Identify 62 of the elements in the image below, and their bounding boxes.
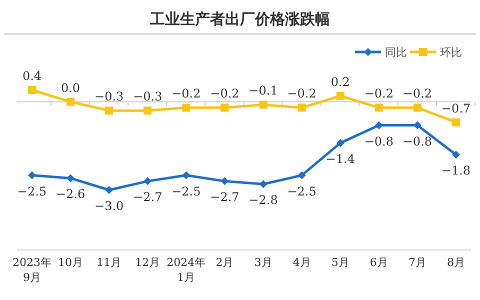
point: [259, 100, 268, 109]
legend-label: 同比: [385, 46, 407, 59]
point: [144, 177, 152, 186]
point: [259, 180, 268, 188]
point: [144, 106, 152, 115]
x-tick-label: 6月: [370, 256, 388, 269]
point: [452, 118, 460, 126]
x-tick-label: 10月: [58, 256, 84, 269]
data-label: −1.8: [441, 164, 471, 178]
data-label: 0.0: [61, 80, 80, 95]
data-label: −0.3: [133, 90, 162, 104]
point: [28, 86, 36, 94]
point: [182, 171, 190, 180]
point: [413, 104, 422, 112]
x-tick-label: 12月: [135, 256, 160, 269]
data-label: 0.4: [22, 69, 42, 83]
point: [336, 138, 344, 147]
data-label: −0.1: [248, 84, 278, 98]
data-label: −0.3: [94, 90, 124, 104]
x-tick-label: 11月: [96, 256, 122, 269]
legend-label: 环比: [440, 46, 462, 59]
x-tick-label: 4月: [292, 256, 311, 269]
x-tick-label: 8月: [447, 256, 465, 269]
data-label: −0.2: [210, 86, 240, 101]
chart-title: 工业生产者出厂价格涨跌幅: [149, 10, 330, 28]
point: [336, 92, 344, 100]
x-tick-label: 2023年 9月: [12, 256, 52, 284]
data-label: −3.0: [94, 199, 124, 213]
data-label: 0.2: [330, 74, 350, 89]
x-tick-label: 2月: [216, 256, 234, 269]
point: [220, 177, 229, 186]
data-label: −1.4: [326, 152, 356, 166]
x-tick-label: 5月: [331, 256, 350, 269]
data-label: −0.2: [172, 86, 201, 101]
point: [66, 174, 75, 182]
data-label: −0.2: [364, 86, 394, 101]
point: [374, 121, 383, 130]
data-label: −2.5: [287, 184, 316, 198]
x-tick-label: 7月: [408, 256, 426, 269]
point: [182, 104, 190, 112]
point: [298, 171, 306, 180]
data-label: −2.5: [17, 184, 47, 198]
data-label: −0.8: [364, 134, 394, 148]
data-label: −0.7: [441, 101, 471, 116]
point: [105, 106, 114, 115]
point: [374, 104, 383, 112]
data-label: −2.7: [210, 190, 240, 204]
data-label: −2.8: [248, 193, 278, 208]
x-tick-label: 2024年 1月: [166, 256, 206, 284]
point: [66, 98, 75, 106]
data-label: −0.2: [402, 86, 432, 101]
point: [105, 186, 114, 194]
x-tick-label: 3月: [254, 256, 272, 269]
point: [298, 104, 306, 112]
data-label: −0.8: [402, 134, 432, 148]
point: [28, 171, 36, 180]
point: [452, 150, 460, 159]
data-label: −0.2: [287, 86, 316, 101]
data-label: −2.6: [56, 187, 86, 202]
data-label: −2.7: [133, 190, 162, 204]
data-label: −2.5: [172, 184, 201, 198]
point: [220, 104, 229, 112]
